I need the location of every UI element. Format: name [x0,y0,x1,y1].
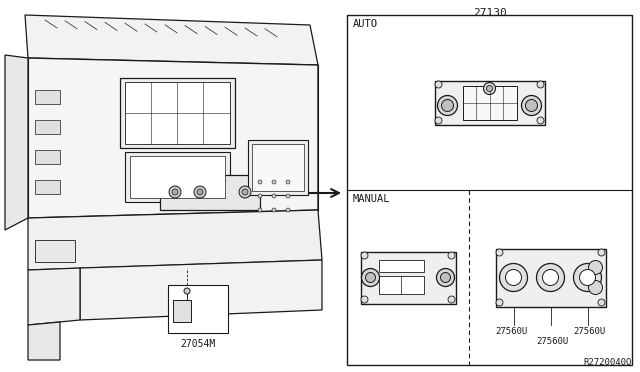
Circle shape [496,249,503,256]
Bar [35,150,60,164]
Circle shape [197,189,203,195]
Text: 27560U: 27560U [495,327,527,336]
Circle shape [536,263,564,292]
Circle shape [286,208,290,212]
Bar [248,140,308,195]
Circle shape [172,189,178,195]
Bar [160,175,260,210]
Circle shape [361,252,368,259]
Bar [130,156,225,198]
Circle shape [184,288,190,294]
Polygon shape [80,260,322,320]
Circle shape [242,189,248,195]
Text: AUTO: AUTO [353,19,378,29]
Circle shape [435,81,442,88]
Text: 27130A: 27130A [194,305,221,314]
Bar [360,251,456,304]
Circle shape [440,273,451,282]
Polygon shape [28,322,60,360]
Circle shape [272,208,276,212]
Circle shape [589,280,602,295]
Circle shape [543,269,559,285]
Circle shape [537,117,544,124]
Bar [495,248,605,307]
Text: 27560U: 27560U [573,327,605,336]
Circle shape [169,186,181,198]
Text: 27054M: 27054M [180,339,216,349]
Circle shape [525,99,538,112]
Bar [35,120,60,134]
Circle shape [438,96,458,115]
Circle shape [448,296,455,303]
Circle shape [286,194,290,198]
Circle shape [506,269,522,285]
Circle shape [365,273,376,282]
Text: R2720040Q: R2720040Q [584,358,632,367]
Polygon shape [25,15,318,65]
Circle shape [496,299,503,306]
Text: 27130: 27130 [472,8,506,18]
Bar [35,240,75,262]
Circle shape [272,194,276,198]
Bar [463,86,516,119]
Bar [168,285,228,333]
Circle shape [286,180,290,184]
Circle shape [258,180,262,184]
Polygon shape [28,58,318,218]
Circle shape [598,299,605,306]
Circle shape [258,208,262,212]
Circle shape [362,269,380,286]
Circle shape [573,263,602,292]
Circle shape [522,96,541,115]
Circle shape [589,260,602,275]
Circle shape [435,117,442,124]
Bar [378,276,424,294]
Circle shape [258,194,262,198]
Polygon shape [28,210,322,270]
Bar [347,15,632,365]
Bar [378,260,424,272]
Circle shape [598,249,605,256]
Bar [252,144,304,191]
Circle shape [486,86,493,92]
Polygon shape [28,268,80,325]
Circle shape [499,263,527,292]
Bar [35,180,60,194]
Circle shape [537,81,544,88]
Circle shape [239,186,251,198]
Circle shape [361,296,368,303]
Text: MANUAL: MANUAL [353,194,390,204]
Polygon shape [5,55,28,230]
Bar [125,82,230,144]
Circle shape [483,83,495,94]
Bar [35,90,60,104]
Circle shape [272,180,276,184]
Circle shape [436,269,454,286]
Bar [125,152,230,202]
Circle shape [194,186,206,198]
Bar [435,80,545,125]
Circle shape [448,252,455,259]
Bar [173,300,191,322]
Text: 27560U: 27560U [536,337,568,346]
Bar [120,78,235,148]
Circle shape [442,99,454,112]
Circle shape [579,269,595,285]
